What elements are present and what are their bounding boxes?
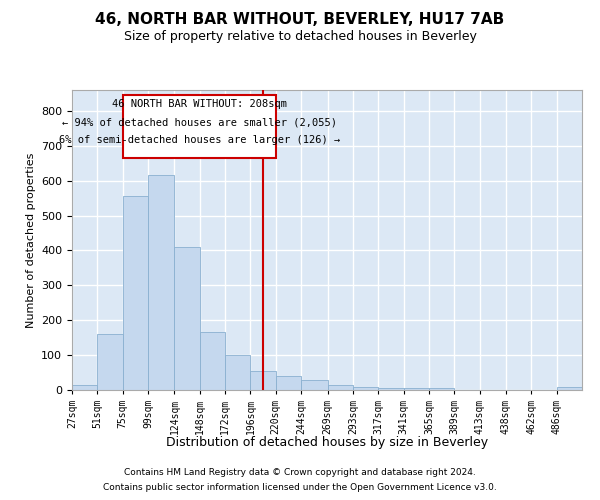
Text: Contains HM Land Registry data © Crown copyright and database right 2024.: Contains HM Land Registry data © Crown c… (124, 468, 476, 477)
Text: 6% of semi-detached houses are larger (126) →: 6% of semi-detached houses are larger (1… (59, 135, 340, 145)
Bar (404, 388, 429, 390)
Bar (429, 388, 454, 390)
Bar (328, 385, 353, 390)
Bar (225, 355, 250, 390)
Bar (200, 332, 225, 390)
Text: ← 94% of detached houses are smaller (2,055): ← 94% of detached houses are smaller (2,… (62, 117, 337, 127)
Bar (276, 376, 301, 390)
Text: Contains public sector information licensed under the Open Government Licence v3: Contains public sector information licen… (103, 483, 497, 492)
Bar (175, 247, 200, 390)
Text: 46 NORTH BAR WITHOUT: 208sqm: 46 NORTH BAR WITHOUT: 208sqm (112, 99, 287, 109)
Bar (378, 388, 404, 390)
Bar (557, 387, 582, 390)
Text: 46, NORTH BAR WITHOUT, BEVERLEY, HU17 7AB: 46, NORTH BAR WITHOUT, BEVERLEY, HU17 7A… (95, 12, 505, 28)
Bar (250, 371, 276, 390)
Text: Size of property relative to detached houses in Beverley: Size of property relative to detached ho… (124, 30, 476, 43)
Bar (148, 176, 175, 390)
Bar (97, 334, 122, 390)
Bar (353, 386, 378, 390)
Text: Distribution of detached houses by size in Beverley: Distribution of detached houses by size … (166, 436, 488, 449)
Bar (122, 196, 148, 390)
Y-axis label: Number of detached properties: Number of detached properties (26, 152, 35, 328)
Bar (301, 380, 328, 390)
Bar (72, 385, 97, 390)
